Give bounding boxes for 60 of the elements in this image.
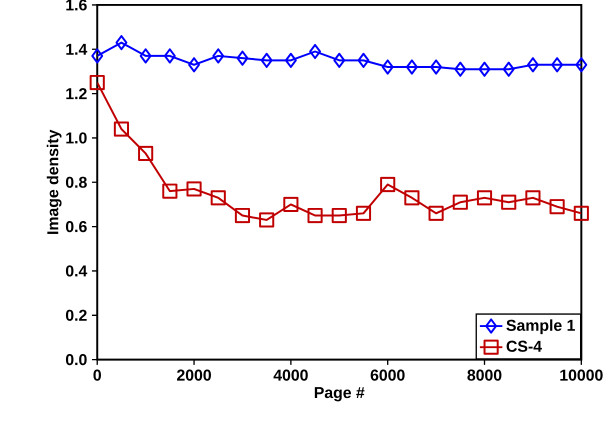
point [478,62,490,77]
point [162,184,178,199]
x-tick-label: 4000 [274,370,308,381]
point [114,122,130,137]
point [526,57,539,72]
point [236,50,248,66]
y-tick-label: 0.2 [66,310,87,321]
point [307,208,323,224]
point [428,206,444,222]
point [454,62,466,77]
y-tick-label: 1.2 [66,88,87,100]
point [430,60,442,75]
point [140,48,152,64]
point [550,199,565,214]
point [574,206,589,222]
point [210,190,226,206]
x-tick-label: 0 [93,370,101,381]
point [380,177,396,192]
x-tick-label: 10000 [560,370,603,381]
point [234,208,250,224]
x-tick-label: 2000 [177,370,211,381]
x-axis-title: Page # [314,387,364,402]
point [212,48,224,64]
y-tick-label: 0.8 [66,176,87,188]
legend-label: Sample 1 [506,319,575,334]
point [188,57,200,72]
point [91,48,104,64]
point [358,52,370,68]
legend-label: CS-4 [506,340,542,352]
point [116,35,128,50]
point [138,146,154,162]
y-tick-label: 0.4 [66,265,88,277]
point [382,60,394,75]
point [260,52,273,68]
point [476,190,492,206]
point [575,57,588,72]
x-tick-label: 6000 [370,370,405,381]
point [356,206,372,222]
point [404,190,420,206]
point [164,48,176,64]
point [502,62,515,77]
point [501,194,516,210]
point [332,208,347,224]
y-tick-label: 0.6 [66,221,87,232]
point [309,44,322,60]
y-axis-title: Image density [46,130,62,234]
y-tick-label: 0.0 [66,354,87,366]
point [186,181,202,197]
point [551,57,564,72]
y-tick-label: 1.4 [66,44,88,55]
point [283,196,298,212]
point [525,190,540,206]
point [333,52,346,68]
point [406,60,418,75]
point [284,52,297,68]
x-tick-label: 8000 [467,370,502,381]
y-tick-label: 1.0 [66,132,87,144]
point [452,194,468,210]
point [90,75,105,90]
point [259,212,274,228]
